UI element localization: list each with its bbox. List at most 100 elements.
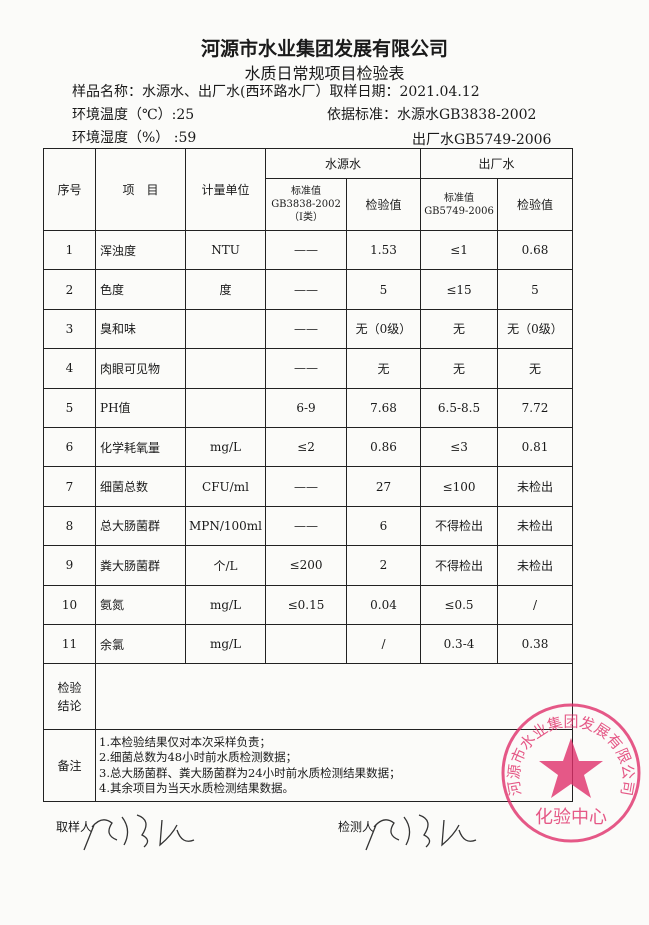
cell-no: 3 bbox=[43, 308, 96, 350]
cell-src-std: 6-9 bbox=[265, 387, 347, 428]
cell-src-std: —— bbox=[265, 229, 347, 271]
header-factory-value: 检验值 bbox=[497, 178, 573, 231]
cell-fac-std: 6.5-8.5 bbox=[420, 387, 498, 428]
note-item: 1.本检验结果仅对本次采样负责； bbox=[99, 734, 271, 749]
cell-src-val: 无（0级） bbox=[346, 308, 421, 350]
cell-src-std: —— bbox=[265, 269, 347, 310]
standard-factory: 出厂水GB5749-2006 bbox=[412, 132, 552, 148]
cell-unit: mg/L bbox=[185, 584, 266, 625]
cell-item: 化学耗氧量 bbox=[95, 426, 186, 468]
cell-fac-val: 0.38 bbox=[497, 623, 573, 665]
cell-src-std: ≤200 bbox=[265, 545, 347, 586]
cell-item: 臭和味 bbox=[95, 308, 186, 350]
cell-fac-std: ≤100 bbox=[420, 466, 498, 507]
cell-fac-std: ≤1 bbox=[420, 229, 498, 271]
cell-fac-std: 无 bbox=[420, 348, 498, 389]
note-item: 4.其余项目为当天水质检测结果数据。 bbox=[99, 781, 294, 796]
cell-src-val: / bbox=[346, 623, 421, 665]
cell-item: 细菌总数 bbox=[95, 466, 186, 507]
cell-src-std: —— bbox=[265, 348, 347, 389]
cell-src-val: 6 bbox=[346, 505, 421, 547]
cell-src-val: 0.86 bbox=[346, 426, 421, 468]
cell-fac-std: 不得检出 bbox=[420, 545, 498, 586]
stamp-center-text: 化验中心 bbox=[535, 807, 607, 828]
cell-src-std bbox=[265, 623, 347, 665]
conclusion-label: 检验结论 bbox=[57, 680, 82, 713]
cell-fac-val: 无（0级） bbox=[497, 308, 573, 350]
cell-src-val: 1.53 bbox=[346, 229, 421, 271]
notes-row: 备注 1.本检验结果仅对本次采样负责； 2.细菌总数为48小时前水质检测数据； 3.总… bbox=[43, 729, 573, 803]
cell-fac-std: ≤0.5 bbox=[420, 584, 498, 625]
notes-list: 1.本检验结果仅对本次采样负责； 2.细菌总数为48小时前水质检测数据； 3.总大肠… bbox=[95, 729, 573, 803]
cell-fac-val: 7.72 bbox=[497, 387, 573, 428]
cell-no: 6 bbox=[43, 426, 96, 468]
cell-fac-val: 0.68 bbox=[497, 229, 573, 271]
cell-unit: 度 bbox=[185, 269, 266, 310]
cell-unit bbox=[185, 387, 266, 428]
cell-fac-std: 无 bbox=[420, 308, 498, 350]
sampler-label: 取样人 bbox=[56, 820, 93, 834]
cell-unit: CFU/ml bbox=[185, 466, 266, 507]
cell-no: 5 bbox=[43, 387, 96, 428]
cell-item: 氨氮 bbox=[95, 584, 186, 625]
cell-src-val: 7.68 bbox=[346, 387, 421, 428]
inspection-table: 序号 项 目 计量单位 水源水 出厂水 标准值 GB3838-2002 （Ⅰ类）… bbox=[43, 148, 573, 803]
cell-no: 8 bbox=[43, 505, 96, 547]
tester-label: 检测人 bbox=[338, 820, 375, 834]
cell-src-std: —— bbox=[265, 308, 347, 350]
company-name: 河源市水业集团发展有限公司 bbox=[200, 38, 448, 60]
cell-unit: mg/L bbox=[185, 426, 266, 468]
cell-src-val: 2 bbox=[346, 545, 421, 586]
table-row: 6 化学耗氧量 mg/L ≤2 0.86 ≤3 0.81 bbox=[43, 426, 573, 468]
cell-unit: mg/L bbox=[185, 623, 266, 665]
header-factory-water: 出厂水 bbox=[420, 148, 573, 179]
star-icon bbox=[539, 738, 603, 798]
cell-src-val: 无 bbox=[346, 348, 421, 389]
table-row: 7 细菌总数 CFU/ml —— 27 ≤100 未检出 bbox=[43, 466, 573, 507]
conclusion-value bbox=[95, 663, 573, 731]
cell-fac-val: 5 bbox=[497, 269, 573, 310]
table-row: 5 PH值 6-9 7.68 6.5-8.5 7.72 bbox=[43, 387, 573, 428]
cell-fac-std: 不得检出 bbox=[420, 505, 498, 547]
cell-fac-val: 未检出 bbox=[497, 505, 573, 547]
header-item: 项 目 bbox=[95, 148, 186, 231]
header-no: 序号 bbox=[43, 148, 96, 231]
cell-unit: NTU bbox=[185, 229, 266, 271]
cell-item: 肉眼可见物 bbox=[95, 348, 186, 389]
sampler-signature bbox=[83, 814, 195, 851]
cell-fac-val: 0.81 bbox=[497, 426, 573, 468]
conclusion-row: 检验结论 bbox=[43, 663, 573, 731]
standard-source: 依据标准：水源水GB3838-2002 bbox=[327, 107, 537, 123]
cell-unit bbox=[185, 348, 266, 389]
table-row: 1 浑浊度 NTU —— 1.53 ≤1 0.68 bbox=[43, 229, 573, 271]
table-row: 4 肉眼可见物 —— 无无无 bbox=[43, 348, 573, 389]
header-source-water: 水源水 bbox=[265, 148, 421, 179]
cell-src-val: 27 bbox=[346, 466, 421, 507]
cell-item: 粪大肠菌群 bbox=[95, 545, 186, 586]
cell-fac-val: 未检出 bbox=[497, 545, 573, 586]
cell-src-val: 5 bbox=[346, 269, 421, 310]
humidity: 环境湿度（%） :59 bbox=[72, 130, 197, 146]
cell-no: 2 bbox=[43, 269, 96, 310]
cell-no: 10 bbox=[43, 584, 96, 625]
header-source-standard: 标准值 GB3838-2002 （Ⅰ类） bbox=[265, 178, 347, 231]
cell-item: 浑浊度 bbox=[95, 229, 186, 271]
cell-fac-val: 未检出 bbox=[497, 466, 573, 507]
conclusion-label-cell: 检验结论 bbox=[43, 663, 96, 731]
cell-item: PH值 bbox=[95, 387, 186, 428]
cell-src-std: —— bbox=[265, 466, 347, 507]
table-row: 8 总大肠菌群 MPN/100ml —— 6 不得检出 未检出 bbox=[43, 505, 573, 547]
cell-no: 9 bbox=[43, 545, 96, 586]
cell-unit: 个/L bbox=[185, 545, 266, 586]
cell-fac-val: / bbox=[497, 584, 573, 625]
cell-fac-std: ≤15 bbox=[420, 269, 498, 310]
cell-item: 总大肠菌群 bbox=[95, 505, 186, 547]
cell-item: 余氯 bbox=[95, 623, 186, 665]
cell-unit bbox=[185, 308, 266, 350]
header-unit: 计量单位 bbox=[185, 148, 266, 231]
cell-no: 4 bbox=[43, 348, 96, 389]
official-stamp: 河源市水业集团发展有限公司 化验中心 bbox=[501, 703, 641, 843]
temperature: 环境温度（℃）:25 bbox=[72, 107, 195, 123]
cell-no: 7 bbox=[43, 466, 96, 507]
table-row: 3 臭和味 —— 无（0级）无无（0级） bbox=[43, 308, 573, 350]
